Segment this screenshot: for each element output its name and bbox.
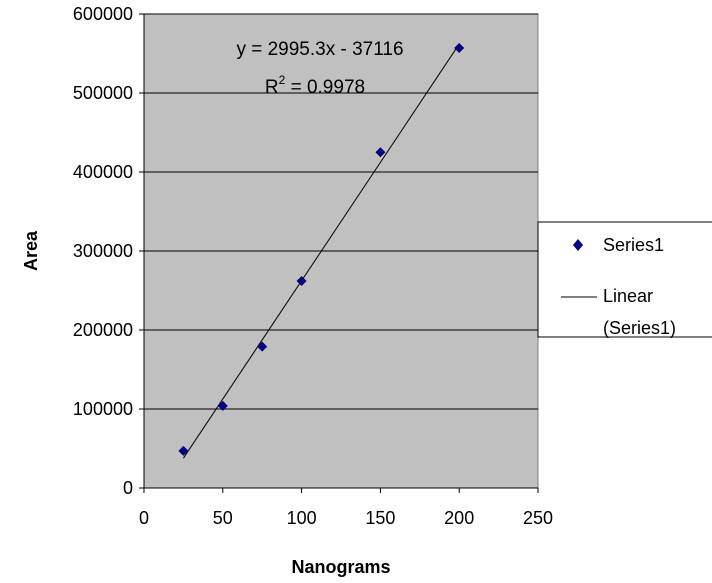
r-squared-prefix: R (265, 77, 279, 98)
data-points (178, 42, 465, 456)
r-squared-value: = 0.9978 (285, 77, 365, 98)
y-tick-label: 400000 (73, 162, 133, 182)
x-tick-label: 150 (365, 508, 395, 528)
data-point (178, 445, 189, 456)
y-tick-label: 200000 (73, 320, 133, 340)
trendline (182, 43, 460, 459)
legend-label-linear-series: (Series1) (603, 318, 676, 338)
x-axis-title: Nanograms (291, 557, 390, 577)
x-tick-label: 200 (444, 508, 474, 528)
y-tick-label: 300000 (73, 241, 133, 261)
legend-label-linear: Linear (603, 286, 653, 306)
data-point (217, 400, 228, 411)
legend-box (537, 221, 712, 338)
r-squared-superscript: 2 (279, 73, 286, 87)
data-point (257, 341, 268, 352)
x-tick-label: 250 (523, 508, 553, 528)
x-tick-label: 50 (213, 508, 233, 528)
axes (139, 13, 539, 493)
trendline-layer (182, 43, 460, 459)
trendline-equation: y = 2995.3x - 37116 (236, 39, 403, 60)
data-point (296, 276, 307, 287)
tick-labels: 0 100000 200000 300000 400000 500000 600000 0 50… (73, 4, 553, 528)
x-tick-label: 100 (287, 508, 317, 528)
data-point (375, 147, 386, 158)
legend: Series1 Linear (Series1) (537, 221, 712, 338)
grid-lines (144, 13, 538, 410)
y-tick-label: 500000 (73, 83, 133, 103)
y-tick-label: 100000 (73, 399, 133, 419)
y-tick-label: 600000 (73, 4, 133, 24)
r-squared-label: R2 = 0.9978 (265, 73, 365, 98)
legend-marker-series1 (573, 239, 583, 251)
x-tick-label: 0 (139, 508, 149, 528)
y-tick-label: 0 (123, 478, 133, 498)
y-axis-title: Area (21, 230, 41, 271)
legend-label-series1: Series1 (603, 235, 664, 255)
data-point (454, 42, 465, 53)
